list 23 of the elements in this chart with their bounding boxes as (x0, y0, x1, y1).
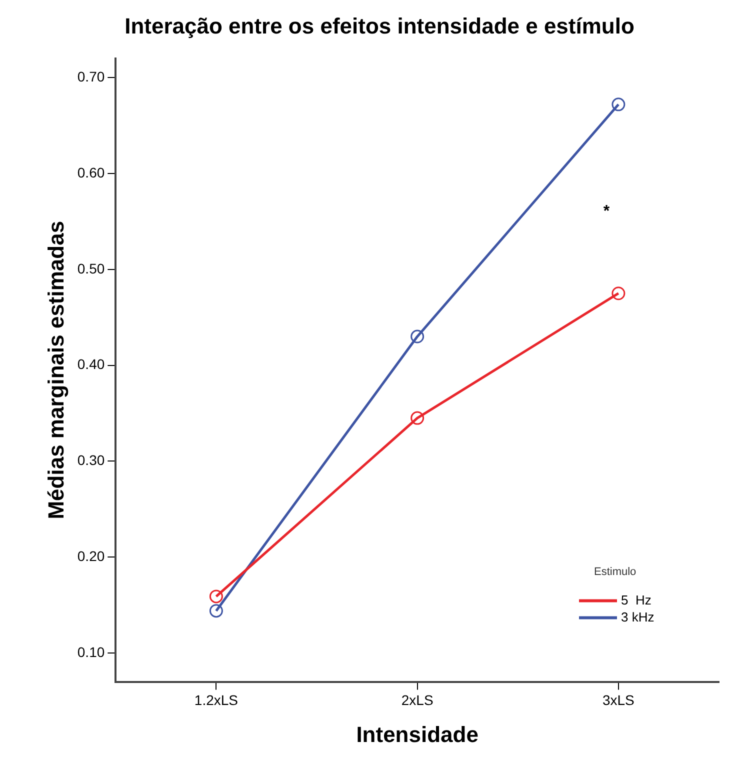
x-tick-label: 2xLS (401, 692, 434, 708)
point (612, 98, 626, 112)
point (209, 604, 223, 618)
y-tick-label: 0.50 (77, 260, 105, 276)
annotation: * (603, 203, 610, 220)
y-tick-label: 0.60 (77, 164, 105, 180)
y-tick-label: 0.20 (77, 548, 105, 564)
legend-label: 5 Hz (621, 592, 652, 608)
y-tick-label: 0.40 (77, 356, 105, 372)
y-axis-title: Médias marginais estimadas (43, 220, 68, 520)
y-tick-label: 0.70 (77, 68, 105, 84)
x-axis-title: Intensidade (356, 722, 478, 747)
point (410, 330, 424, 344)
x-tick-label: 1.2xLS (194, 692, 238, 708)
legend-title: Estimulo (594, 566, 636, 578)
chart-title: Interação entre os efeitos intensidade e estímulo (124, 13, 634, 38)
x-tick-label: 3xLS (602, 692, 634, 708)
y-tick-label: 0.30 (77, 452, 105, 468)
point (410, 411, 424, 425)
y-tick-label: 0.10 (77, 644, 105, 660)
legend-label: 3 kHz (621, 609, 654, 624)
point (209, 590, 223, 604)
point (612, 286, 626, 300)
